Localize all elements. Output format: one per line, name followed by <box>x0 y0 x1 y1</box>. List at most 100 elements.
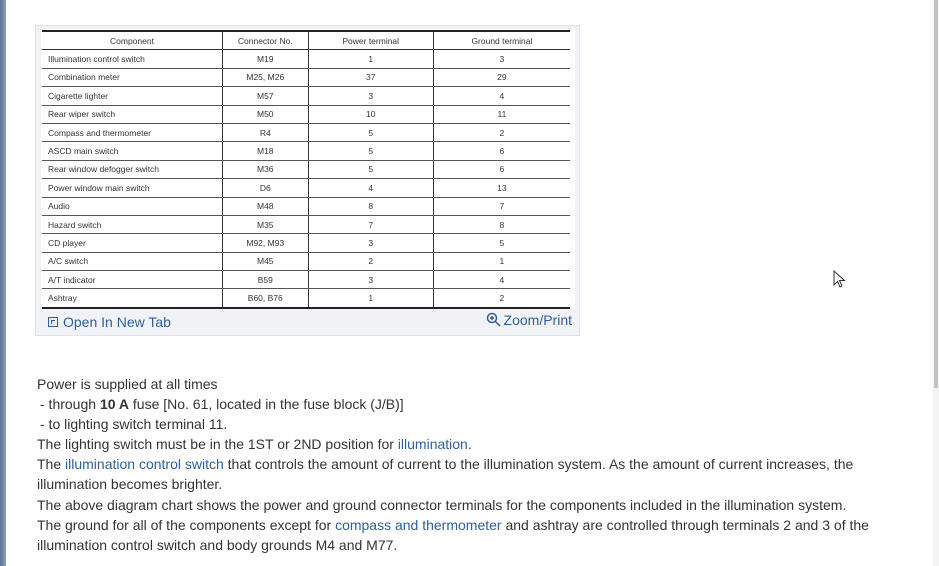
table-cell: Ashtray <box>42 288 223 309</box>
table-cell: M45 <box>221 252 309 272</box>
table-cell: Cigarette lighter <box>42 86 223 106</box>
table-row: Cigarette lighter M57 3 4 <box>42 86 570 106</box>
table-cell: Illumination control switch <box>42 49 223 69</box>
table-cell: D6 <box>221 178 309 198</box>
table-row: A/T indicator B59 3 4 <box>42 270 570 290</box>
table-cell: Hazard switch <box>42 215 223 235</box>
zoom-print-label: Zoom/Print <box>503 312 572 328</box>
text-line: - to lighting switch terminal 11. <box>40 416 228 433</box>
table-cell: 4 <box>307 178 434 198</box>
text-span: The lighting switch must be in the 1ST o… <box>37 436 398 453</box>
table-cell: Rear window defogger switch <box>42 160 223 180</box>
table-cell: Compass and thermometer <box>42 123 223 143</box>
table-cell: 37 <box>307 68 434 88</box>
text-line: - through 10 A fuse [No. 61, located in … <box>37 394 917 414</box>
table-cell: Combination meter <box>42 68 223 88</box>
text-line: The ground for all of the components exc… <box>37 515 917 555</box>
table-cell: 6 <box>432 160 570 180</box>
table-cell: 1 <box>432 252 570 272</box>
scrollbar[interactable] <box>933 0 939 566</box>
table-image: Component Connector No. Power terminal Grou… <box>41 29 575 309</box>
illumination-link[interactable]: illumination <box>397 436 468 453</box>
text-line: The lighting switch must be in the 1ST o… <box>37 434 917 454</box>
table-row: Rear wiper switch M50 10 11 <box>42 105 570 124</box>
left-edge-bar <box>0 0 6 566</box>
table-cell: 4 <box>432 86 570 106</box>
table-cell: 3 <box>432 49 570 69</box>
text-span: that controls the amount of current to t… <box>37 456 854 493</box>
connector-table-figure: Component Connector No. Power terminal Grou… <box>35 25 580 336</box>
text-span: - through <box>40 396 100 413</box>
table-cell: 1 <box>307 49 434 69</box>
table-row: ASCD main switch M18 5 6 <box>42 141 570 161</box>
table-cell: 3 <box>307 270 434 290</box>
table-cell: M19 <box>221 49 309 69</box>
table-cell: 4 <box>432 270 570 290</box>
figure-footer: Open In New Tab Zoom/Print <box>36 310 579 335</box>
illumination-control-switch-link[interactable]: illumination control switch <box>65 456 224 473</box>
table-cell: M57 <box>221 86 309 106</box>
column-header: Ground terminal <box>432 30 570 51</box>
table-cell: 13 <box>432 178 570 198</box>
mouse-cursor-icon <box>833 270 846 288</box>
table-cell: 2 <box>432 123 570 143</box>
table-cell: Audio <box>42 197 223 216</box>
column-header: Connector No. <box>221 30 309 51</box>
open-new-tab-icon <box>48 317 58 327</box>
text-span: The <box>37 456 66 473</box>
table-row: CD player M92, M93 3 5 <box>42 233 570 253</box>
table-cell: M50 <box>221 105 309 124</box>
table-cell: 3 <box>307 233 434 253</box>
connector-table: Component Connector No. Power terminal Grou… <box>42 30 570 309</box>
table-cell: Power window main switch <box>42 178 223 198</box>
table-cell: 5 <box>307 123 434 143</box>
table-cell: 29 <box>432 68 570 88</box>
table-cell: M18 <box>221 141 309 161</box>
text-line: Power is supplied at all times <box>37 376 218 392</box>
fuse-rating: 10 A <box>99 396 129 413</box>
table-cell: 3 <box>307 86 434 106</box>
table-cell: 6 <box>432 141 570 161</box>
table-cell: 8 <box>307 197 434 216</box>
table-row: Audio M48 8 7 <box>42 197 570 216</box>
text-line: The illumination control switch that con… <box>37 454 917 494</box>
table-cell: M36 <box>221 160 309 180</box>
table-row: Power window main switch D6 4 13 <box>42 178 570 198</box>
table-row: Combination meter M25, M26 37 29 <box>42 68 570 88</box>
table-row: Hazard switch M35 7 8 <box>42 215 570 235</box>
description-text: Power is supplied at all times - through… <box>37 374 917 555</box>
text-span: and ashtray are controlled through termi… <box>37 516 869 553</box>
table-cell: CD player <box>42 233 223 253</box>
table-cell: M48 <box>221 197 309 216</box>
table-cell: 8 <box>432 215 570 235</box>
table-row: A/C switch M45 2 1 <box>42 252 570 272</box>
text-span: . <box>467 436 472 453</box>
table-cell: 10 <box>307 105 434 124</box>
table-cell: 7 <box>432 197 570 216</box>
table-row: Compass and thermometer R4 5 2 <box>42 123 570 143</box>
column-header: Power terminal <box>307 30 434 51</box>
table-row: Ashtray B60, B76 1 2 <box>42 288 570 309</box>
table-cell: B59 <box>221 270 309 290</box>
table-cell: B60, B76 <box>221 288 309 309</box>
open-in-new-tab-label: Open In New Tab <box>63 314 171 330</box>
table-cell: A/C switch <box>42 252 223 272</box>
table-cell: 1 <box>307 288 434 309</box>
text-span: The ground for all of the components exc… <box>37 516 336 533</box>
table-row: Illumination control switch M19 1 3 <box>42 49 570 69</box>
zoom-print-link[interactable]: Zoom/Print <box>486 312 572 328</box>
table-header-row: Component Connector No. Power terminal Grou… <box>42 30 570 51</box>
column-header: Component <box>42 30 223 51</box>
table-cell: ASCD main switch <box>42 141 223 161</box>
table-cell: 2 <box>432 288 570 309</box>
zoom-in-icon <box>486 312 501 327</box>
open-in-new-tab-link[interactable]: Open In New Tab <box>48 314 171 330</box>
table-cell: A/T indicator <box>42 270 223 290</box>
text-line: The above diagram chart shows the power … <box>37 496 847 513</box>
table-cell: Rear wiper switch <box>42 105 223 124</box>
table-cell: 2 <box>307 252 434 272</box>
table-cell: 7 <box>307 215 434 235</box>
scrollbar-thumb[interactable] <box>934 0 938 388</box>
table-cell: R4 <box>221 123 309 143</box>
compass-and-thermometer-link[interactable]: compass and thermometer <box>335 516 502 533</box>
